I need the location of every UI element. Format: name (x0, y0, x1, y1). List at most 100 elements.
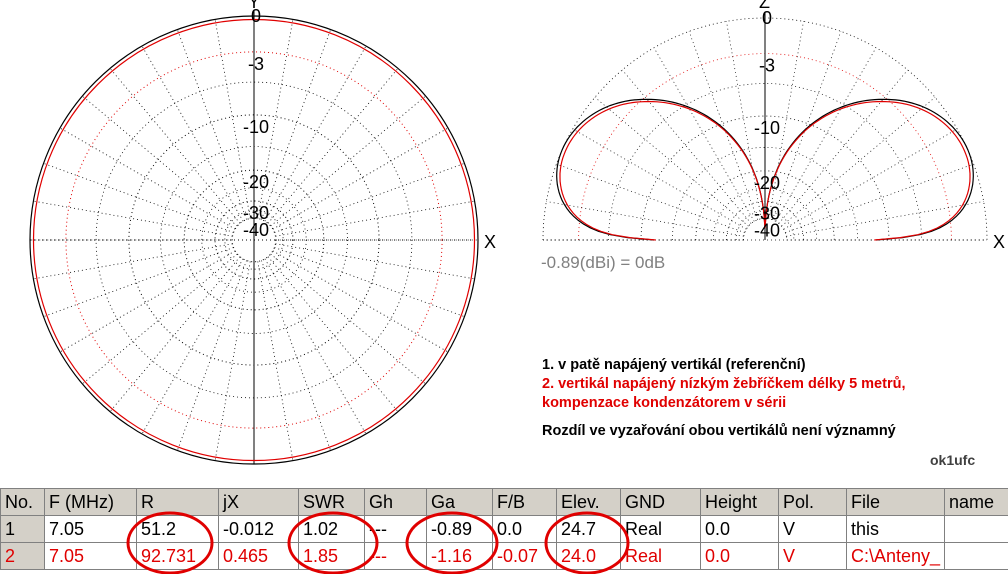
spoke (214, 261, 251, 461)
table-cell-1[interactable]: 7.05 (44, 515, 137, 543)
table-cell-7[interactable]: -0.07 (492, 542, 557, 570)
table-cell-12[interactable]: C:\Anteny_ (846, 542, 945, 570)
spoke (270, 95, 426, 227)
el-minor-ring-3 (735, 210, 795, 241)
author-label: ok1ufc (930, 452, 976, 468)
table-cell-11[interactable]: V (778, 542, 847, 570)
notes-block: 1. v patě napájený vertikál (referenční)… (542, 356, 905, 441)
table-cell-12[interactable]: this (846, 515, 945, 543)
el-spoke (653, 47, 755, 222)
spoke (267, 68, 399, 224)
column-header-11[interactable]: Pol. (778, 488, 847, 516)
el-z-axis-label: Z (759, 0, 770, 12)
spoke (109, 68, 241, 224)
el-spoke (572, 128, 747, 230)
table-cell-5[interactable]: --- (364, 515, 427, 543)
column-header-1[interactable]: F (MHz) (44, 488, 137, 516)
el-spoke (785, 163, 974, 233)
column-header-13[interactable]: name (944, 488, 1008, 516)
note-line-3: kompenzace kondenzátorem v sérii (542, 395, 787, 411)
el-spoke (556, 163, 745, 233)
table-cell-5[interactable]: --- (364, 542, 427, 570)
table-cell-6[interactable]: -0.89 (426, 515, 493, 543)
column-header-7[interactable]: F/B (492, 488, 557, 516)
spoke (59, 127, 236, 230)
table-cell-11[interactable]: V (778, 515, 847, 543)
el-ring-5 (743, 218, 787, 241)
minor-ring-3 (224, 210, 284, 270)
column-header-8[interactable]: Elev. (556, 488, 621, 516)
el-minor-ring-0 (608, 83, 922, 241)
ring-label: -30 (243, 203, 269, 223)
table-cell-4[interactable]: 1.85 (298, 542, 365, 570)
table-cell-6[interactable]: -1.16 (426, 542, 493, 570)
column-header-12[interactable]: File (846, 488, 945, 516)
spoke (177, 29, 247, 220)
table-cell-4[interactable]: 1.02 (298, 515, 365, 543)
spoke (109, 256, 241, 412)
el-spoke (546, 201, 744, 237)
column-header-9[interactable]: GND (620, 488, 701, 516)
spoke (272, 127, 449, 230)
table-cell-2[interactable]: 51.2 (136, 515, 219, 543)
table-cell-10[interactable]: 0.0 (700, 515, 779, 543)
table-cell-9[interactable]: Real (620, 515, 701, 543)
el-spoke (786, 201, 984, 237)
table-cell-0[interactable]: 1 (0, 515, 45, 543)
ring-label: -10 (243, 117, 269, 137)
el-ring-label: -3 (759, 56, 775, 76)
elevation-pattern-chart: 0 -3 -10 -20 -30-40 X Z (542, 0, 1005, 252)
minor-ring-1 (160, 146, 348, 334)
column-header-10[interactable]: Height (700, 488, 779, 516)
spoke (264, 258, 367, 435)
table-cell-1[interactable]: 7.05 (44, 542, 137, 570)
el-x-axis-label: X (993, 232, 1005, 252)
spoke (82, 253, 238, 385)
spoke (33, 200, 233, 237)
table-cell-2[interactable]: 92.731 (136, 542, 219, 570)
table-cell-13[interactable] (944, 542, 1008, 570)
reference-gain-label: -0.89(dBi) = 0dB (541, 253, 666, 272)
column-header-3[interactable]: jX (218, 488, 299, 516)
el-spoke (768, 21, 804, 219)
ring-4 (214, 200, 294, 280)
table-row: 1 7.05 51.2 -0.012 1.02 --- -0.89 0.0 24.7 Real 0.… (0, 515, 1008, 543)
table-cell-8[interactable]: 24.7 (556, 515, 621, 543)
column-header-6[interactable]: Ga (426, 488, 493, 516)
el-spoke (726, 21, 762, 219)
table-row: 2 7.05 92.731 0.465 1.85 --- -1.16 -0.07 24.0 Rea… (0, 542, 1008, 570)
el-spoke (772, 31, 842, 220)
pattern-series-2 (32, 18, 476, 462)
spoke (264, 45, 367, 222)
column-header-0[interactable]: No. (0, 488, 45, 516)
column-header-4[interactable]: SWR (298, 488, 365, 516)
x-axis-label: X (484, 232, 496, 252)
spoke (82, 95, 238, 227)
spoke (274, 163, 465, 233)
el-spoke (783, 128, 958, 230)
y-axis-label: Y (248, 0, 260, 12)
table-cell-3[interactable]: 0.465 (218, 542, 299, 570)
table-cell-0[interactable]: 2 (0, 542, 45, 570)
column-header-2[interactable]: R (136, 488, 219, 516)
column-header-5[interactable]: Gh (364, 488, 427, 516)
table-cell-3[interactable]: -0.012 (218, 515, 299, 543)
spoke (141, 258, 244, 435)
el-ring-label: -40 (754, 220, 780, 240)
spoke (43, 247, 234, 317)
spoke (214, 19, 251, 219)
spoke (257, 261, 294, 461)
note-line-2: 2. vertikál napájený nízkým žebříčkem dé… (542, 376, 906, 392)
table-cell-8[interactable]: 24.0 (556, 542, 621, 570)
el-ring-label: -10 (754, 118, 780, 138)
el-spoke (622, 69, 752, 224)
table-cell-10[interactable]: 0.0 (700, 542, 779, 570)
table-cell-13[interactable] (944, 515, 1008, 543)
note-line-1: 1. v patě napájený vertikál (referenční) (542, 357, 806, 373)
table-cell-9[interactable]: Real (620, 542, 701, 570)
spoke (275, 200, 475, 237)
ring-label: 0 (251, 6, 261, 26)
spoke (261, 260, 331, 451)
table-cell-7[interactable]: 0.0 (492, 515, 557, 543)
